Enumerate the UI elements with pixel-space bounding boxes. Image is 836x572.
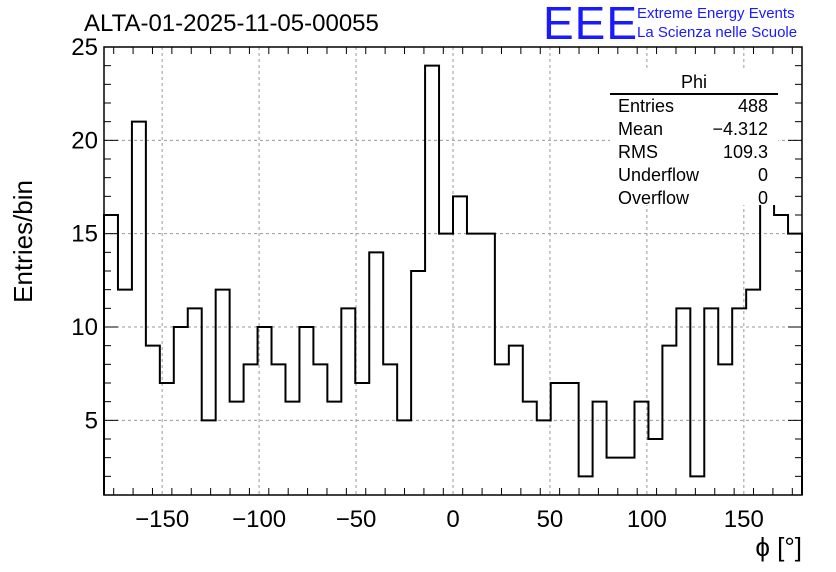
stats-box: Phi Entries 488 Mean −4.312 RMS 109.3 Un… — [610, 71, 778, 208]
stats-row: Entries 488 — [610, 95, 778, 118]
logo-caption: Extreme Energy Events La Scienza nelle S… — [637, 4, 797, 42]
x-tick-label: −150 — [135, 506, 189, 533]
x-tick-label: −50 — [336, 506, 377, 533]
stats-label: Mean — [618, 119, 664, 139]
stats-row: RMS 109.3 — [610, 141, 778, 164]
histogram-outline — [103, 64, 803, 495]
stats-value: 0 — [757, 188, 768, 208]
y-tick-label: 5 — [85, 407, 98, 434]
logo-line-1: Extreme Energy Events — [637, 5, 795, 22]
y-tick-label: 20 — [71, 127, 98, 154]
x-tick-labels: −150 −100 −50 0 50 100 150 — [135, 506, 764, 533]
x-tick-label: −100 — [232, 506, 286, 533]
stats-label: RMS — [618, 142, 658, 162]
x-tick-label: 150 — [724, 506, 764, 533]
y-tick-label: 10 — [71, 314, 98, 341]
eee-logo: EEE — [543, 0, 639, 49]
stats-label: Overflow — [618, 188, 690, 208]
axis-ticks — [104, 46, 802, 496]
chart-title: ALTA-01-2025-11-05-00055 — [84, 10, 379, 37]
stats-title: Phi — [610, 71, 778, 95]
stats-row: Overflow 0 — [610, 187, 778, 210]
stats-label: Underflow — [618, 165, 700, 185]
x-tick-label: 50 — [537, 506, 564, 533]
stats-value: 0 — [757, 165, 768, 185]
x-tick-label: 100 — [627, 506, 667, 533]
stats-label: Entries — [618, 96, 675, 116]
y-tick-labels: 5 10 15 20 25 — [71, 34, 98, 434]
y-tick-label: 15 — [71, 221, 98, 248]
x-tick-label: 0 — [446, 506, 459, 533]
stats-value: 109.3 — [722, 142, 768, 162]
y-axis-label: Entries/bin — [8, 180, 38, 303]
y-tick-label: 25 — [71, 34, 98, 61]
x-axis-label: ϕ [°] — [755, 532, 802, 562]
logo-line-2: La Scienza nelle Scuole — [637, 24, 798, 41]
stats-row: Underflow 0 — [610, 164, 778, 187]
stats-row: Mean −4.312 — [610, 118, 778, 141]
stats-value: 488 — [737, 96, 768, 116]
stats-value: −4.312 — [712, 119, 768, 139]
